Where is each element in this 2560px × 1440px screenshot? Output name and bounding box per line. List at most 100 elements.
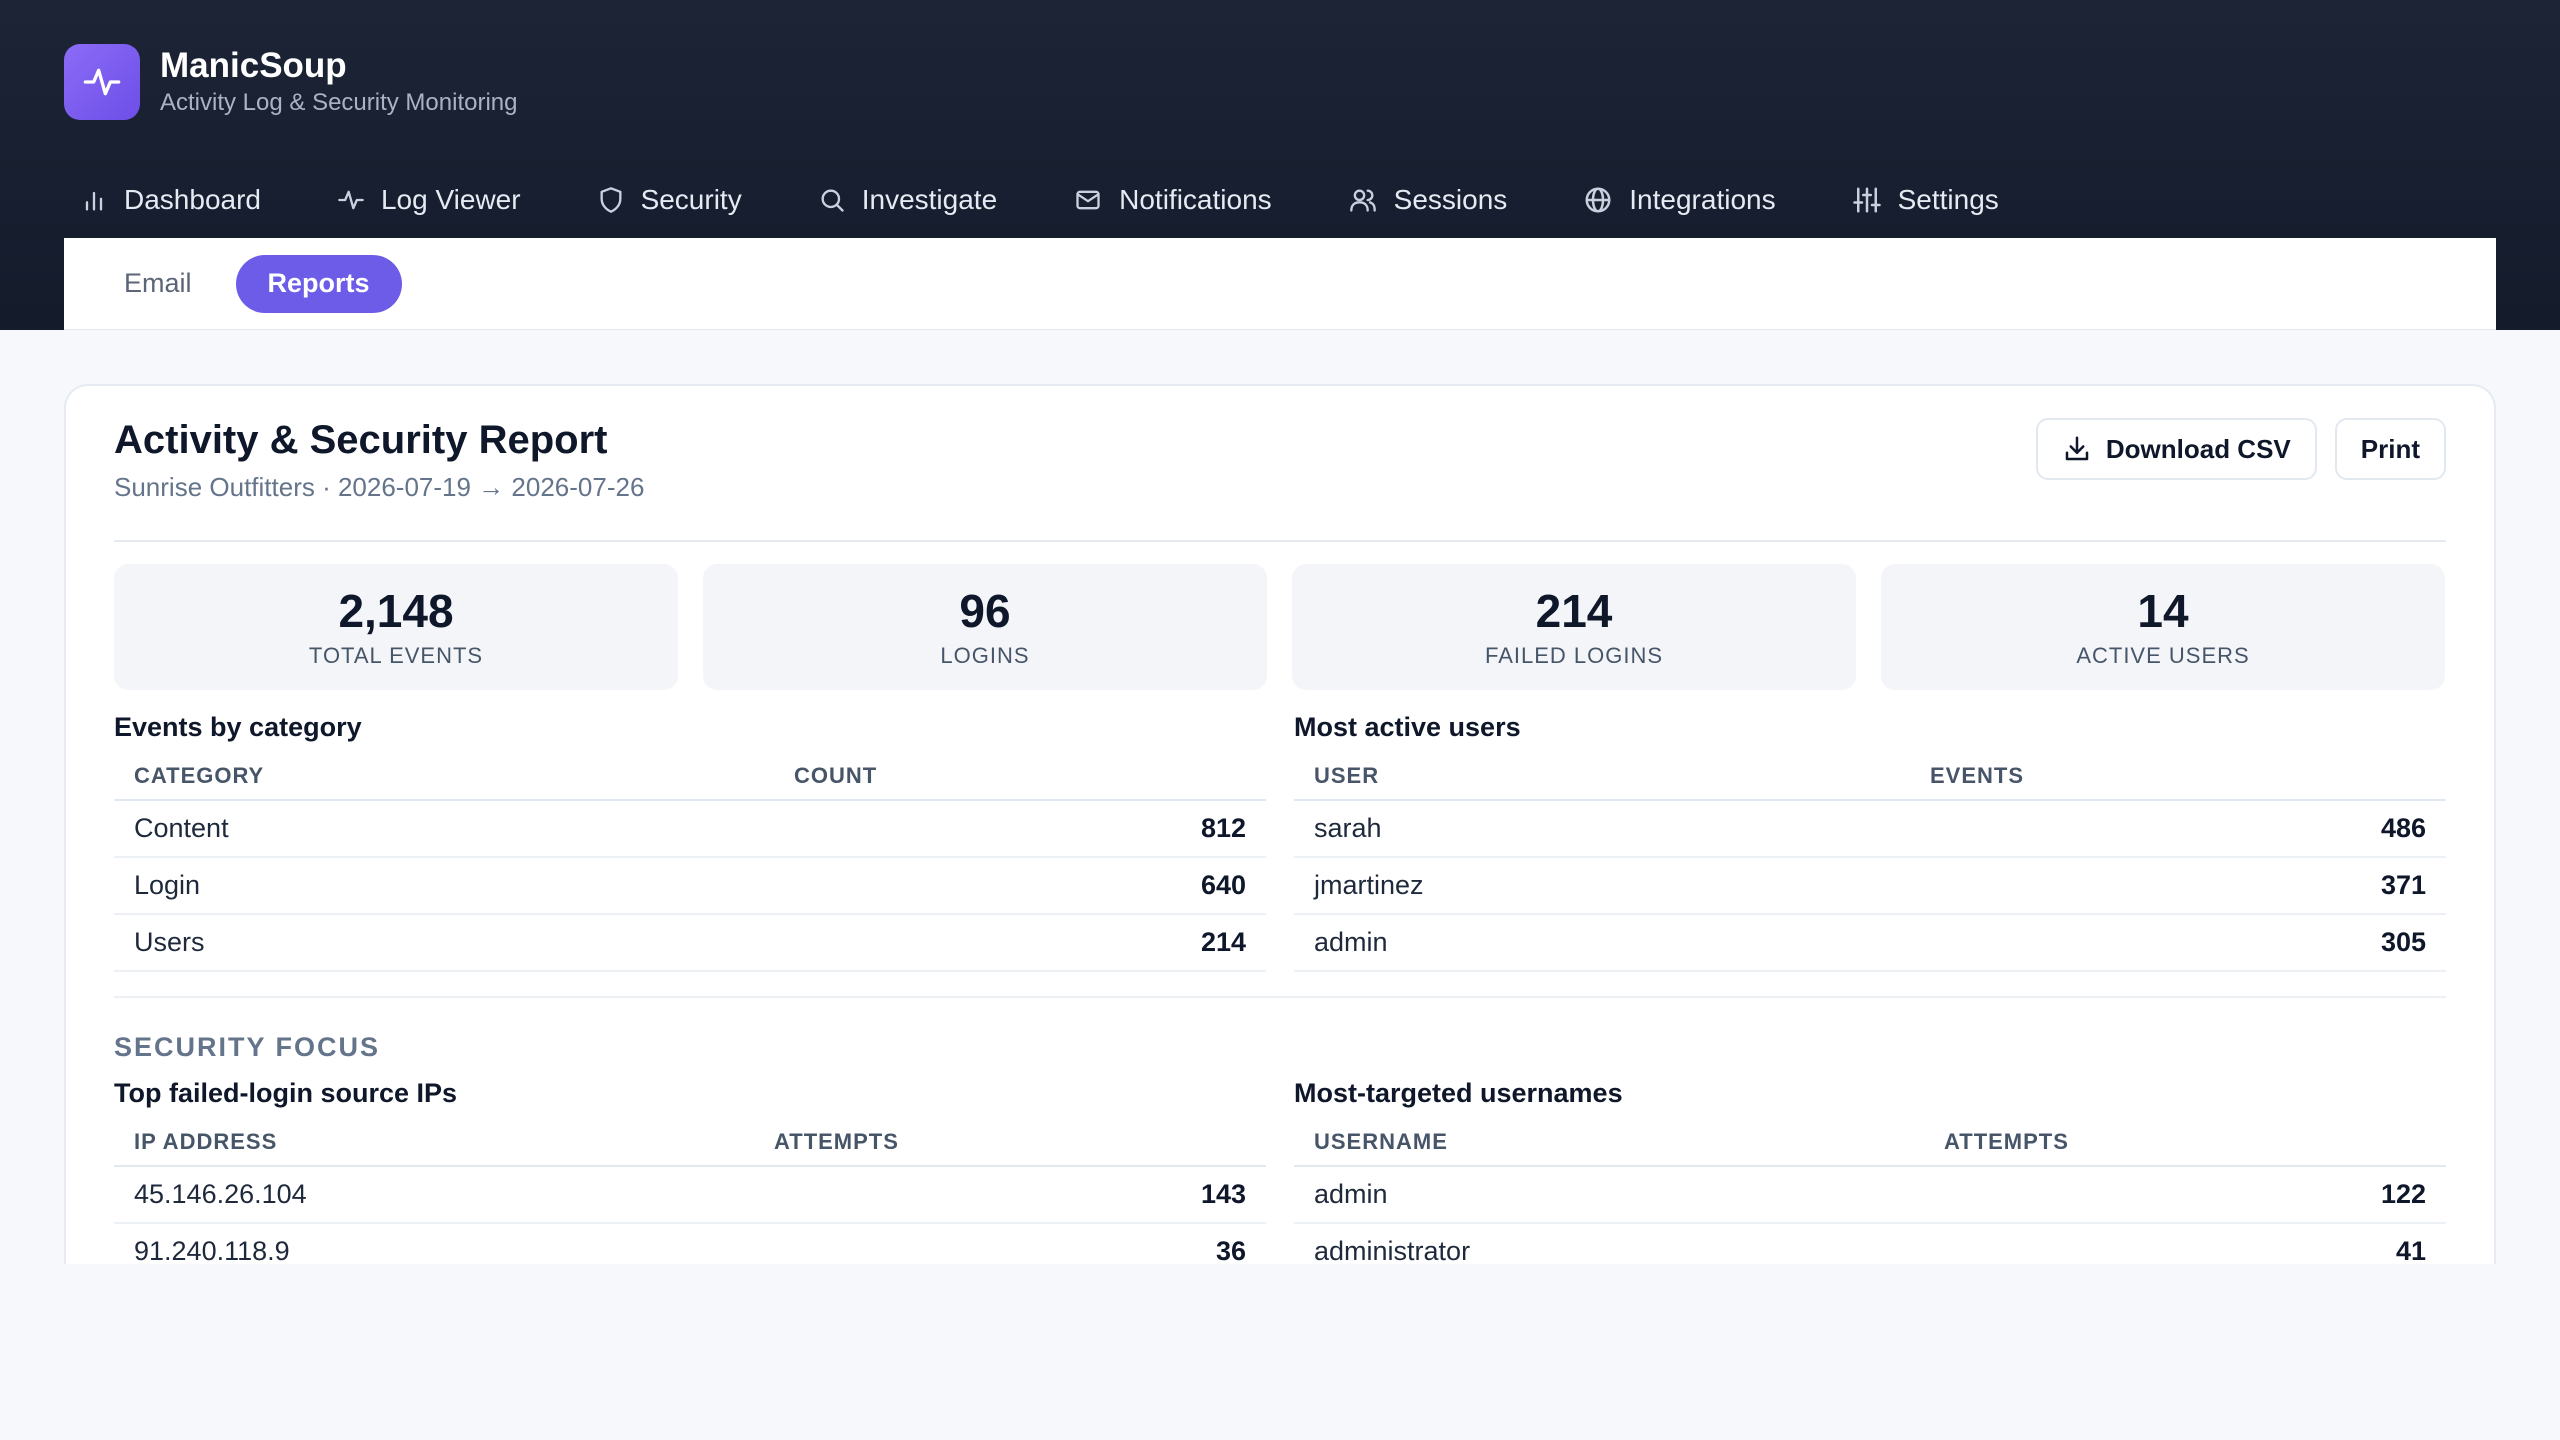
stat-label: ACTIVE USERS bbox=[2076, 643, 2250, 668]
users-icon bbox=[1349, 189, 1376, 212]
report-subtitle: Sunrise Outfitters · 2026-07-19 → 2026-0… bbox=[114, 472, 645, 502]
table-row[interactable]: administrator 41 bbox=[1294, 1223, 2446, 1264]
user-events: 486 bbox=[1910, 800, 2446, 858]
targeted-usernames: Most-targeted usernames USERNAME ATTEMPT… bbox=[1294, 1078, 2446, 1264]
stat-label: TOTAL EVENTS bbox=[308, 643, 484, 668]
usernames-table: USERNAME ATTEMPTS admin 122 administrator… bbox=[1294, 1118, 2446, 1264]
search-icon bbox=[821, 189, 844, 212]
section-title: Events by category bbox=[114, 712, 362, 742]
failed-login-ips: Top failed-login source IPs IP ADDRESS A… bbox=[114, 1078, 1266, 1264]
user-name: jmartinez bbox=[1294, 857, 1910, 915]
nav-label: Settings bbox=[1897, 184, 1999, 215]
column-header: ATTEMPTS bbox=[1924, 1118, 2446, 1167]
most-active-users: Most active users USER EVENTS sarah 486 j… bbox=[1294, 712, 2446, 972]
security-focus-label: SECURITY FOCUS bbox=[114, 1032, 381, 1062]
nav-label: Security bbox=[640, 184, 742, 215]
section-title: Most-targeted usernames bbox=[1294, 1078, 1623, 1108]
user-events: 305 bbox=[1910, 914, 2446, 972]
report-title: Activity & Security Report bbox=[114, 418, 608, 462]
table-row[interactable]: jmartinez 371 bbox=[1294, 857, 2446, 915]
activity-icon bbox=[338, 190, 364, 210]
table-row[interactable]: Content 812 bbox=[114, 800, 1266, 858]
nav-label: Investigate bbox=[861, 184, 998, 215]
ip-attempts: 143 bbox=[754, 1166, 1266, 1224]
user-events: 371 bbox=[1910, 857, 2446, 915]
stat-label: LOGINS bbox=[940, 643, 1030, 668]
table-row[interactable]: Login 640 bbox=[114, 857, 1266, 915]
users-table: USER EVENTS sarah 486 jmartinez 371 admin 3… bbox=[1294, 752, 2446, 972]
category-name: Users bbox=[114, 914, 774, 972]
table-row[interactable]: sarah 486 bbox=[1294, 800, 2446, 858]
username-attempts: 122 bbox=[1924, 1166, 2446, 1224]
stat-logins: 96 LOGINS bbox=[703, 564, 1267, 690]
stat-total-events: 2,148 TOTAL EVENTS bbox=[114, 564, 678, 690]
stat-value: 14 bbox=[2137, 585, 2189, 637]
download-icon bbox=[2065, 436, 2089, 461]
header-divider bbox=[114, 540, 2446, 542]
app-name: ManicSoup bbox=[160, 46, 347, 85]
nav-label: Sessions bbox=[1393, 184, 1508, 215]
nav-investigate[interactable]: Investigate bbox=[818, 176, 997, 224]
tab-email[interactable]: Email bbox=[124, 268, 192, 298]
table-row[interactable]: admin 305 bbox=[1294, 914, 2446, 972]
nav-log-viewer[interactable]: Log Viewer bbox=[337, 176, 521, 224]
tab-reports[interactable]: Reports bbox=[235, 254, 402, 313]
nav-integrations[interactable]: Integrations bbox=[1583, 176, 1776, 224]
column-header: EVENTS bbox=[1910, 752, 2446, 801]
stat-value: 214 bbox=[1535, 585, 1613, 637]
events-by-category: Events by category CATEGORY COUNT Conten… bbox=[114, 712, 1266, 972]
print-button[interactable]: Print bbox=[2334, 418, 2446, 480]
download-csv-button[interactable]: Download CSV bbox=[2035, 418, 2317, 480]
stat-active-users: 14 ACTIVE USERS bbox=[1881, 564, 2445, 690]
sliders-icon bbox=[1852, 187, 1881, 213]
main-nav: Dashboard Log Viewer Security Investigat… bbox=[80, 176, 2075, 224]
ip-address: 91.240.118.9 bbox=[114, 1223, 754, 1264]
globe-icon bbox=[1585, 187, 1611, 213]
category-count: 812 bbox=[774, 800, 1266, 858]
stat-cards: 2,148 TOTAL EVENTS 96 LOGINS 214 FAILED … bbox=[114, 564, 2445, 690]
category-count: 640 bbox=[774, 857, 1266, 915]
column-header: IP ADDRESS bbox=[114, 1118, 754, 1167]
brand[interactable]: ManicSoup Activity Log & Security Monito… bbox=[64, 44, 517, 120]
ips-table: IP ADDRESS ATTEMPTS 45.146.26.104 143 91.… bbox=[114, 1118, 1266, 1264]
stat-failed-logins: 214 FAILED LOGINS bbox=[1292, 564, 1856, 690]
ip-address: 45.146.26.104 bbox=[114, 1166, 754, 1224]
section-title: Most active users bbox=[1294, 712, 1521, 742]
stat-value: 96 bbox=[959, 585, 1011, 637]
table-row[interactable]: admin 122 bbox=[1294, 1166, 2446, 1224]
table-row[interactable]: 91.240.118.9 36 bbox=[114, 1223, 1266, 1264]
user-name: sarah bbox=[1294, 800, 1910, 858]
username-attempts: 41 bbox=[1924, 1223, 2446, 1264]
user-name: admin bbox=[1294, 914, 1910, 972]
column-header: CATEGORY bbox=[114, 752, 774, 801]
nav-settings[interactable]: Settings bbox=[1852, 176, 1999, 224]
nav-label: Dashboard bbox=[124, 184, 261, 215]
stat-label: FAILED LOGINS bbox=[1484, 643, 1664, 668]
nav-security[interactable]: Security bbox=[597, 176, 742, 224]
download-label: Download CSV bbox=[2105, 433, 2291, 464]
nav-label: Integrations bbox=[1629, 184, 1776, 215]
nav-label: Notifications bbox=[1119, 184, 1272, 215]
column-header: COUNT bbox=[774, 752, 1266, 801]
nav-label: Log Viewer bbox=[380, 184, 521, 215]
shield-icon bbox=[600, 187, 622, 213]
column-header: USER bbox=[1294, 752, 1910, 801]
nav-dashboard[interactable]: Dashboard bbox=[80, 176, 261, 224]
nav-notifications[interactable]: Notifications bbox=[1073, 176, 1272, 224]
app-header: ManicSoup Activity Log & Security Monito… bbox=[0, 0, 2560, 330]
table-row[interactable]: 45.146.26.104 143 bbox=[114, 1166, 1266, 1224]
category-table: CATEGORY COUNT Content 812 Login 640 Users… bbox=[114, 752, 1266, 972]
username: administrator bbox=[1294, 1223, 1924, 1264]
column-header: ATTEMPTS bbox=[754, 1118, 1266, 1167]
mail-icon bbox=[1076, 190, 1100, 210]
username: admin bbox=[1294, 1166, 1924, 1224]
section-title: Top failed-login source IPs bbox=[114, 1078, 458, 1108]
nav-sessions[interactable]: Sessions bbox=[1348, 176, 1508, 224]
section-divider bbox=[114, 996, 2446, 998]
column-header: USERNAME bbox=[1294, 1118, 1924, 1167]
report-actions: Download CSV Print bbox=[2018, 418, 2446, 480]
bar-chart-icon bbox=[85, 191, 103, 211]
category-count: 214 bbox=[774, 914, 1266, 972]
category-name: Login bbox=[114, 857, 774, 915]
table-row[interactable]: Users 214 bbox=[114, 914, 1266, 972]
